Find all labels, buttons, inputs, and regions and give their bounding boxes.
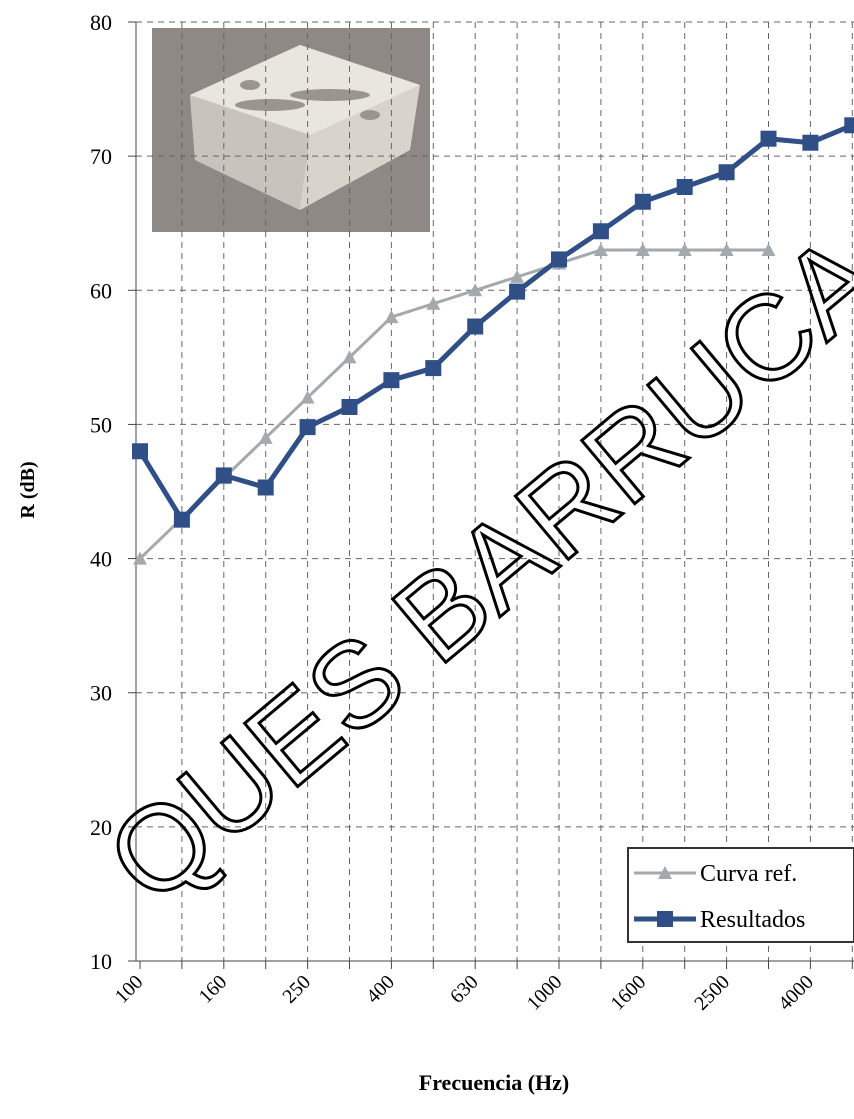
legend-label: Resultados	[700, 907, 805, 933]
x-tick-label: 1600	[606, 971, 650, 1015]
photo-inset	[152, 28, 430, 232]
point	[467, 319, 483, 335]
point	[174, 512, 190, 528]
point	[509, 284, 525, 300]
x-tick-label: 4000	[774, 971, 818, 1015]
point	[677, 179, 693, 195]
x-tick-label: 250	[278, 971, 315, 1008]
point	[551, 251, 567, 267]
legend-marker	[657, 911, 673, 927]
y-axis-label: R (dB)	[17, 461, 39, 518]
legend: Curva ref. Resultados	[628, 848, 854, 942]
point	[635, 194, 651, 210]
y-tick-label: 10	[90, 949, 112, 974]
x-tick-label: 630	[446, 971, 483, 1008]
point	[593, 223, 609, 239]
y-tick-label: 30	[90, 681, 112, 706]
x-tick-label: 160	[195, 971, 232, 1008]
legend-label: Curva ref.	[700, 861, 797, 887]
chart: 1020304050607080100160250400630100016002…	[0, 0, 854, 1119]
point	[761, 131, 777, 147]
point	[342, 399, 358, 415]
y-tick-label: 60	[90, 278, 112, 303]
y-tick-label: 40	[90, 547, 112, 572]
point	[719, 164, 735, 180]
point	[258, 479, 274, 495]
point	[844, 117, 854, 133]
point	[802, 135, 818, 151]
point	[383, 372, 399, 388]
x-tick-label: 100	[111, 971, 148, 1008]
point	[300, 419, 316, 435]
point	[132, 443, 148, 459]
x-axis-label: Frecuencia (Hz)	[419, 1070, 569, 1095]
x-tick-label: 400	[362, 971, 399, 1008]
x-tick-label: 1000	[523, 971, 567, 1015]
point	[216, 467, 232, 483]
y-tick-label: 50	[90, 412, 112, 437]
y-tick-label: 70	[90, 144, 112, 169]
x-tick-label: 2500	[690, 971, 734, 1015]
watermark: QUES BARRUCA	[83, 209, 854, 929]
y-tick-label: 80	[90, 10, 112, 35]
point	[425, 360, 441, 376]
